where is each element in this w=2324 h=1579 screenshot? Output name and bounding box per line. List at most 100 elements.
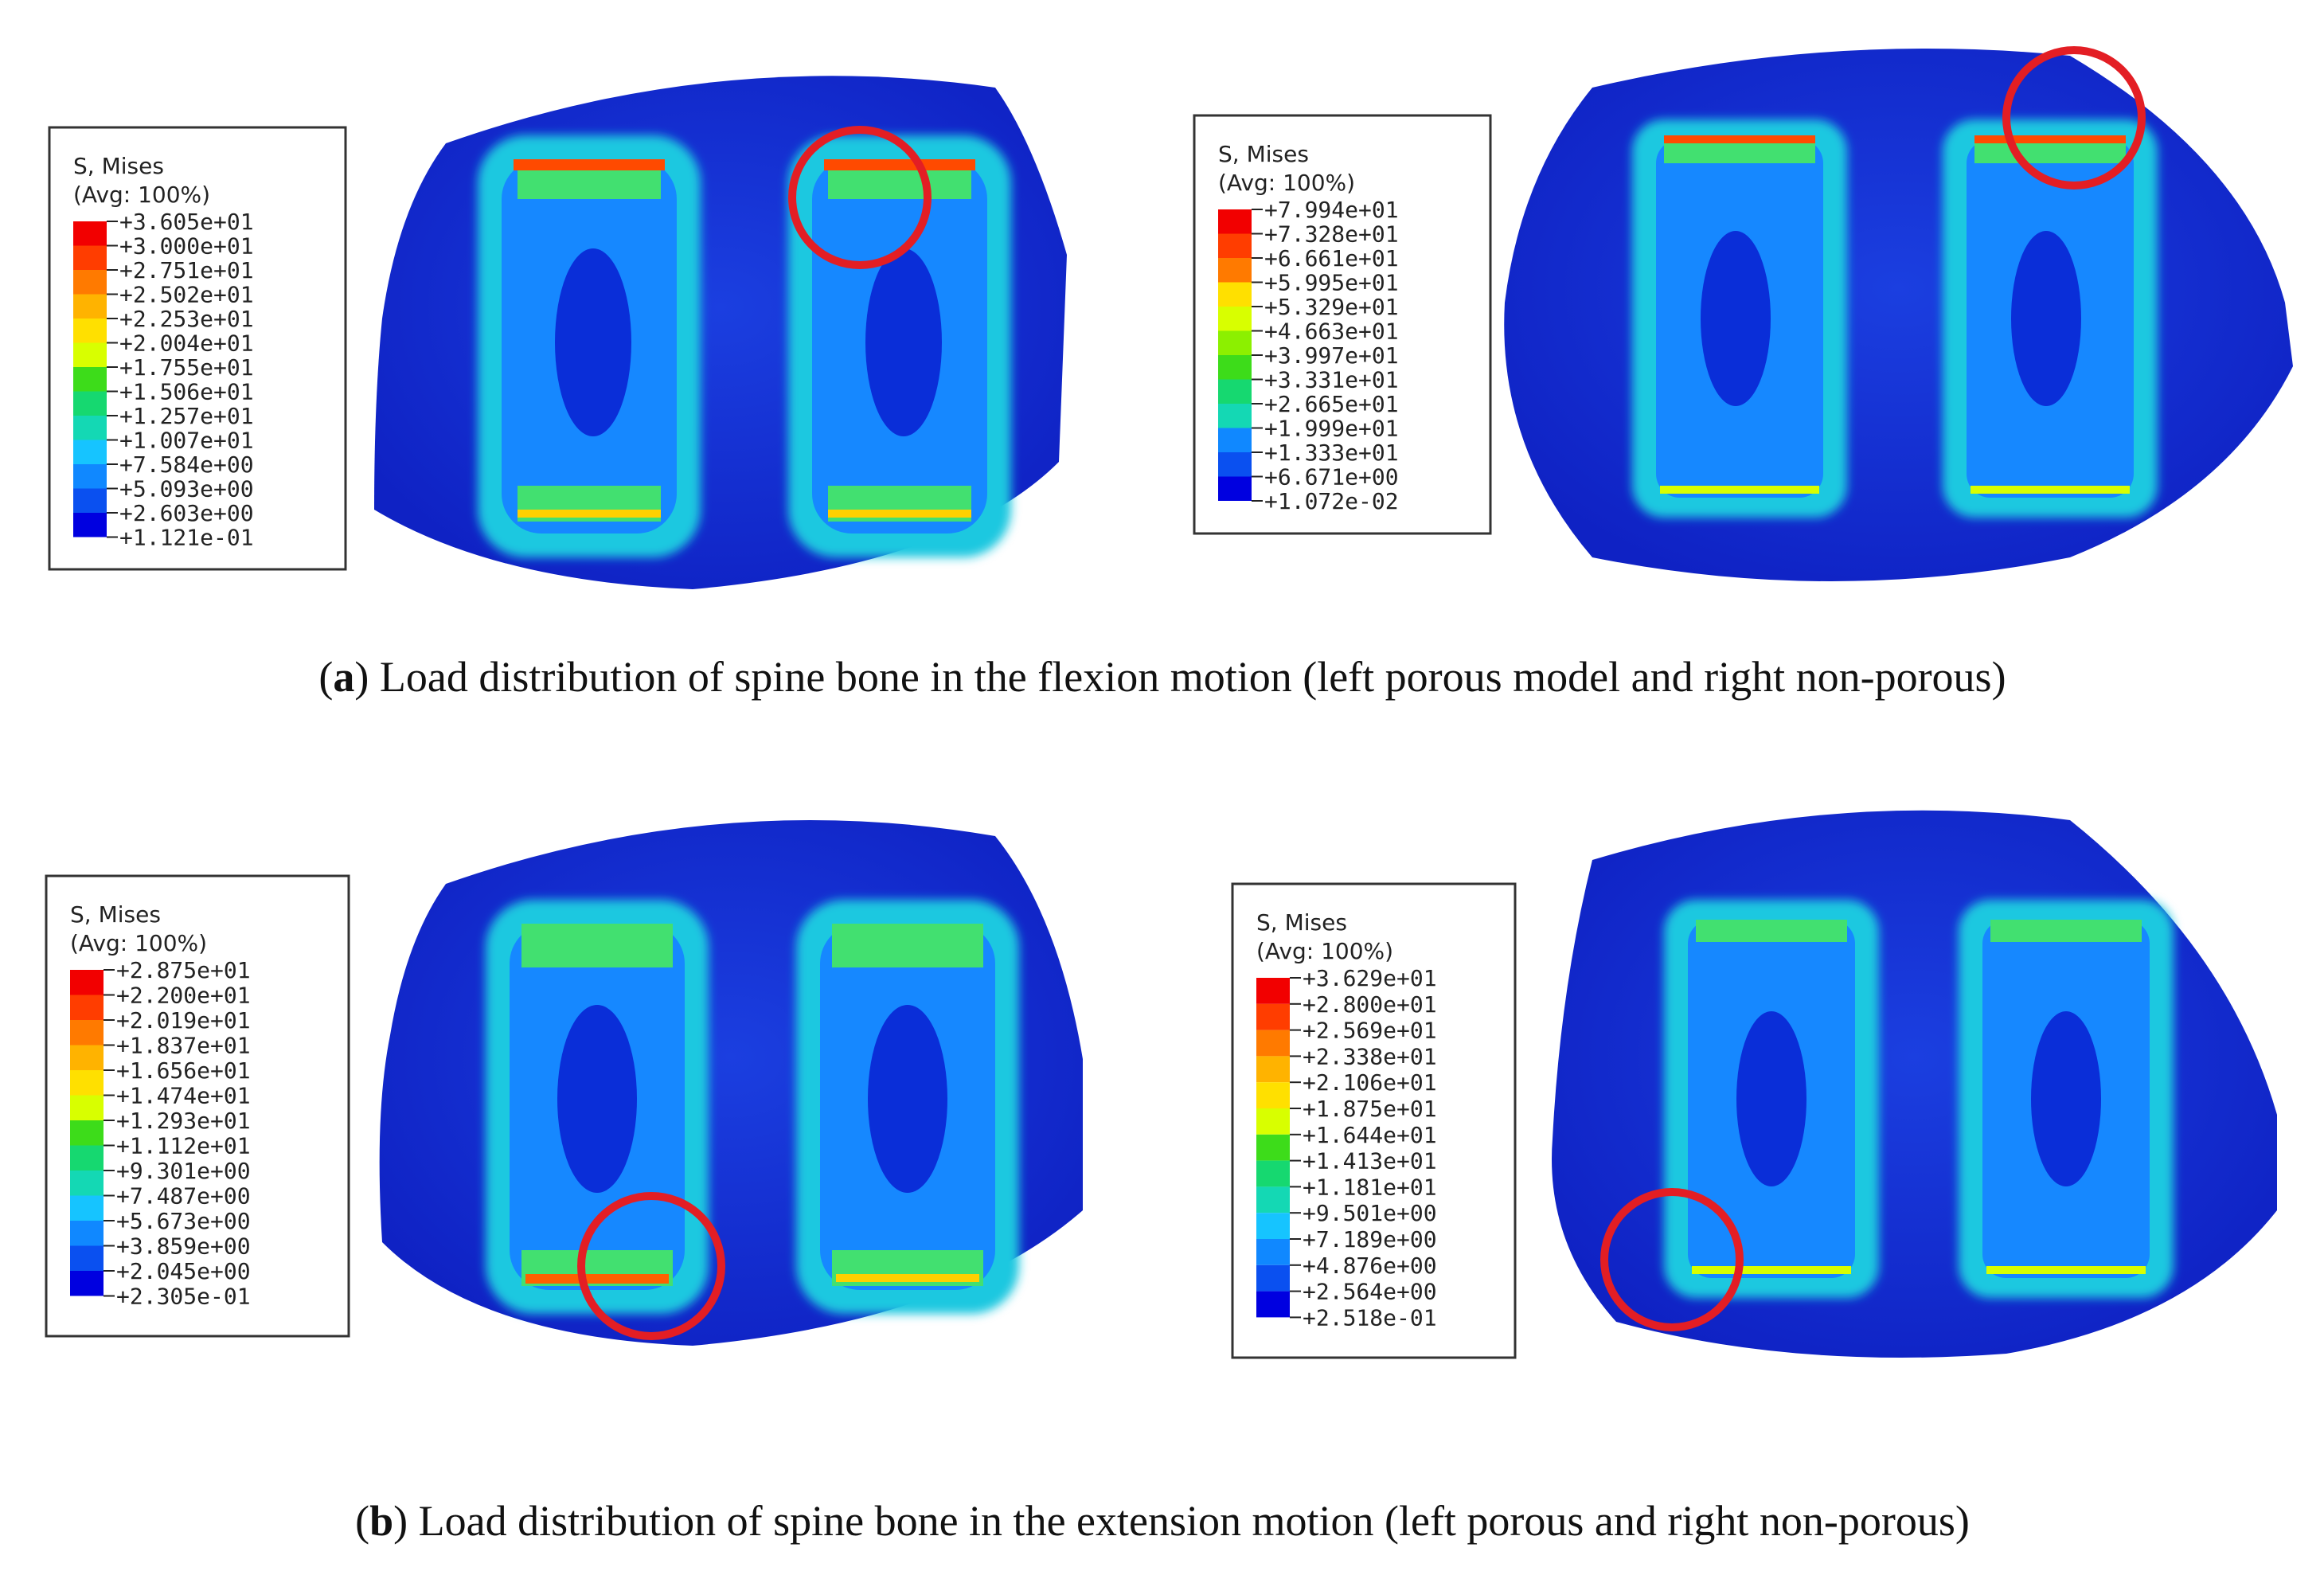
implant-right [796, 900, 1019, 1314]
legend-color-band [70, 1045, 104, 1070]
legend-value: +1.257e+01 [119, 403, 254, 429]
legend-value: +1.072e-02 [1264, 488, 1399, 514]
legend-value: +2.253e+01 [119, 306, 254, 332]
legend-subtitle: (Avg: 100%) [1218, 170, 1355, 196]
legend-color-band [1218, 476, 1252, 501]
legend-color-band [70, 970, 104, 995]
caption-a-letter: a [333, 653, 354, 701]
legend-color-band [1256, 1291, 1290, 1318]
legend-color-band [1218, 379, 1252, 404]
legend-color-band [1218, 258, 1252, 283]
implant-right [788, 135, 1011, 557]
legend-color-band [1256, 1030, 1290, 1057]
legend-color-band [1218, 330, 1252, 355]
legend-value: +7.328e+01 [1264, 221, 1399, 248]
legend-value: +5.093e+00 [119, 476, 254, 502]
legend-color-band [70, 1245, 104, 1271]
caption-b: (b) Load distribution of spine bone in t… [355, 1497, 1970, 1545]
legend-value: +2.305e-01 [116, 1284, 251, 1310]
legend-color-band [70, 1195, 104, 1221]
legend-value: +3.859e+00 [116, 1233, 251, 1260]
legend-value: +2.569e+01 [1303, 1018, 1437, 1044]
legend-value: +4.876e+00 [1303, 1253, 1437, 1279]
plot-b-right [1552, 810, 2277, 1358]
legend-title: S, Mises [73, 153, 164, 179]
legend-b-left: S, Mises(Avg: 100%)+2.875e+01+2.200e+01+… [45, 874, 350, 1338]
legend-color-band [73, 488, 107, 513]
legend-value: +2.875e+01 [116, 957, 251, 983]
legend-title: S, Mises [70, 901, 161, 928]
caption-a-text: Load distribution of spine bone in the f… [369, 653, 2006, 701]
legend-color-band [1218, 307, 1252, 331]
implant-left [1632, 119, 1847, 518]
legend-color-band [1256, 1082, 1290, 1108]
legend-value: +1.644e+01 [1303, 1122, 1437, 1148]
implant-right [1943, 119, 2158, 518]
legend-value: +7.994e+01 [1264, 197, 1399, 223]
legend-color-band [1218, 209, 1252, 234]
legend-value: +3.605e+01 [119, 209, 254, 235]
highlight-circle [1600, 1188, 1744, 1331]
legend-color-band [73, 513, 107, 537]
legend-value: +2.019e+01 [116, 1007, 251, 1034]
legend-color-band [1218, 428, 1252, 452]
legend-value: +2.502e+01 [119, 282, 254, 308]
legend-value: +1.007e+01 [119, 428, 254, 454]
legend-subtitle: (Avg: 100%) [1256, 938, 1393, 964]
legend-color-band [73, 391, 107, 416]
legend-value: +2.518e-01 [1303, 1304, 1437, 1331]
legend-color-band [73, 221, 107, 246]
legend-color-band [70, 1120, 104, 1146]
legend-value: +9.301e+00 [116, 1158, 251, 1184]
legend-value: +1.112e+01 [116, 1133, 251, 1159]
legend-value: +2.045e+00 [116, 1258, 251, 1284]
legend-color-band [73, 440, 107, 464]
legend-color-band [70, 1095, 104, 1120]
legend-value: +1.333e+01 [1264, 440, 1399, 466]
legend-value: +3.629e+01 [1303, 965, 1437, 991]
legend-color-band [1218, 355, 1252, 380]
legend-value: +2.603e+00 [119, 500, 254, 526]
highlight-circle [788, 126, 932, 269]
legend-color-band [70, 995, 104, 1020]
legend-a-right: S, Mises (Avg: 100%)+7.994e+01+7.328e+01 +… [1193, 114, 1492, 535]
plot-a-right [1504, 46, 2293, 581]
legend-value: +6.671e+00 [1264, 464, 1399, 491]
legend-subtitle: (Avg: 100%) [70, 930, 207, 956]
legend-color-band [1256, 978, 1290, 1004]
legend-title: S, Mises [1256, 909, 1347, 936]
legend-b-right: S, Mises(Avg: 100%)+3.629e+01+2.800e+01+… [1231, 882, 1517, 1359]
legend-color-band [73, 294, 107, 319]
legend-color-band [1256, 1056, 1290, 1083]
legend-color-band [70, 1271, 104, 1296]
legend-title: S, Mises [1218, 141, 1309, 167]
legend-color-band [70, 1171, 104, 1196]
legend-color-band [1218, 233, 1252, 258]
legend-value: +2.004e+01 [119, 330, 254, 357]
caption-b-text: Load distribution of spine bone in the e… [408, 1497, 1970, 1545]
legend-value: +1.121e-01 [119, 525, 254, 551]
legend-value: +7.584e+00 [119, 451, 254, 478]
legend-color-band [70, 1020, 104, 1046]
legend-value: +1.506e+01 [119, 379, 254, 405]
legend-color-band [1256, 1160, 1290, 1187]
implant-left [486, 900, 709, 1314]
legend-color-band [73, 319, 107, 343]
legend-color-band [73, 416, 107, 440]
legend-value: +1.413e+01 [1303, 1148, 1437, 1174]
legend-value: +1.474e+01 [116, 1083, 251, 1109]
legend-value: +3.997e+01 [1264, 342, 1399, 369]
legend-value: +4.663e+01 [1264, 319, 1399, 345]
caption-b-letter: b [369, 1497, 393, 1545]
legend-value: +5.329e+01 [1264, 294, 1399, 320]
legend-value: +2.106e+01 [1303, 1069, 1437, 1096]
legend-value: +5.995e+01 [1264, 270, 1399, 296]
legend-value: +7.189e+00 [1303, 1226, 1437, 1253]
legend-value: +7.487e+00 [116, 1183, 251, 1210]
legend-value: +1.293e+01 [116, 1108, 251, 1134]
vertebra-shape [1504, 49, 2293, 581]
highlight-circle [2002, 46, 2146, 190]
legend-value: +3.000e+01 [119, 233, 254, 260]
legend-color-band [70, 1145, 104, 1171]
